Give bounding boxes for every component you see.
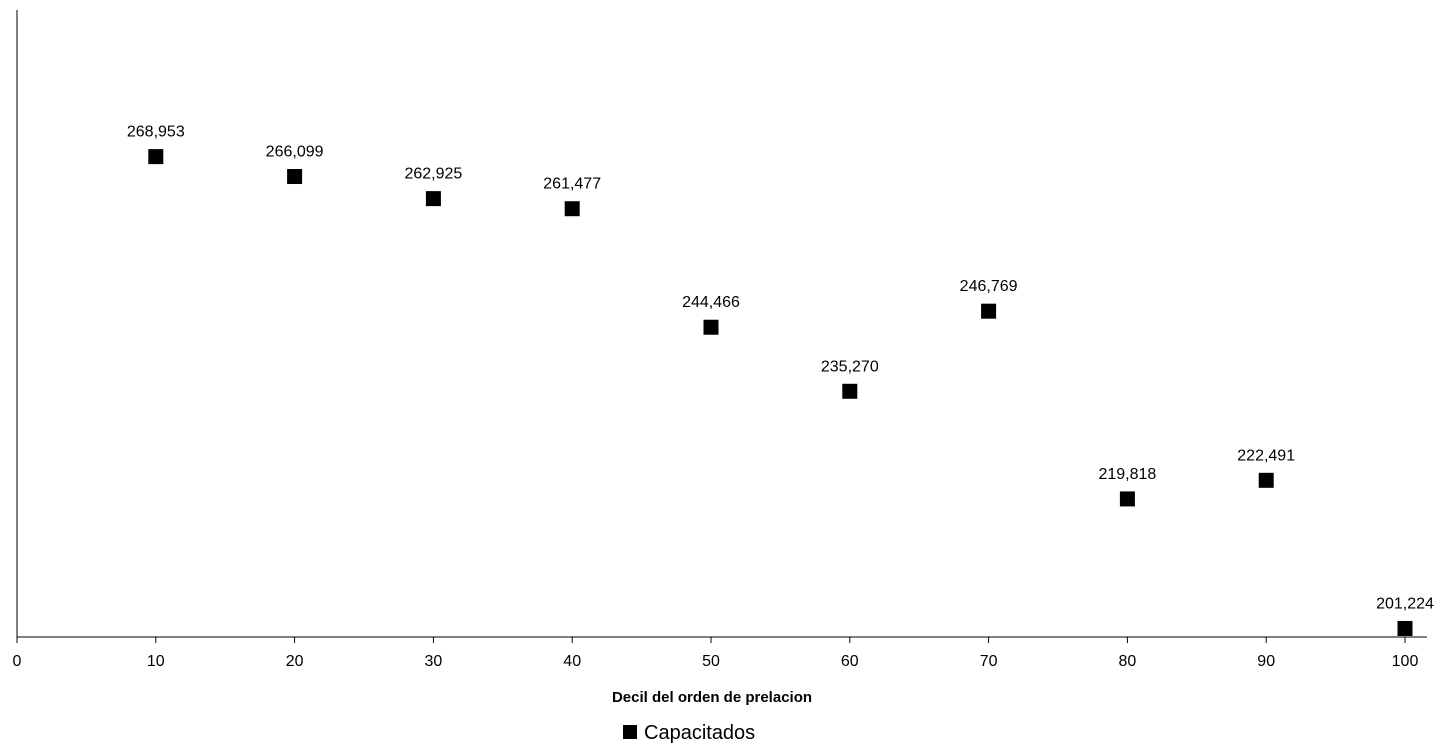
data-label: 268,953 xyxy=(127,124,185,141)
x-axis-title: Decil del orden de prelacion xyxy=(612,689,812,706)
x-tick-label: 10 xyxy=(147,653,165,670)
data-label: 266,099 xyxy=(266,144,324,161)
x-tick-label: 0 xyxy=(13,653,22,670)
data-label: 261,477 xyxy=(543,176,601,193)
x-tick-label: 90 xyxy=(1257,653,1275,670)
x-tick-label: 80 xyxy=(1119,653,1137,670)
data-point xyxy=(842,383,858,399)
x-tick-label: 100 xyxy=(1392,653,1419,670)
data-point xyxy=(148,149,164,165)
data-point xyxy=(287,169,303,185)
data-point xyxy=(1397,620,1413,636)
data-point xyxy=(981,303,997,319)
legend-label-capacitados: Capacitados xyxy=(644,722,755,744)
data-point xyxy=(425,191,441,207)
x-tick-label: 40 xyxy=(563,653,581,670)
data-point xyxy=(1258,472,1274,488)
x-tick-label: 50 xyxy=(702,653,720,670)
data-labels: 268,953 266,099 262,925 261,477 244,466 235,2… xyxy=(127,124,1434,613)
data-points xyxy=(148,149,1413,636)
legend: Capacitados xyxy=(623,722,755,744)
data-label: 201,224 xyxy=(1376,595,1434,612)
data-label: 219,818 xyxy=(1098,466,1156,483)
x-tick-label: 70 xyxy=(980,653,998,670)
data-label: 244,466 xyxy=(682,294,740,311)
data-label: 222,491 xyxy=(1237,447,1295,464)
data-label: 235,270 xyxy=(821,358,879,375)
x-tick-label: 30 xyxy=(425,653,443,670)
x-tick-label: 60 xyxy=(841,653,859,670)
data-label: 246,769 xyxy=(960,278,1018,295)
data-point xyxy=(564,201,580,217)
x-axis-ticks: 0 10 20 30 40 50 60 70 80 90 100 xyxy=(13,637,1419,670)
legend-swatch-capacitados xyxy=(623,725,637,739)
x-tick-label: 20 xyxy=(286,653,304,670)
data-point xyxy=(703,319,719,335)
data-label: 262,925 xyxy=(404,166,462,183)
axes xyxy=(16,10,1427,638)
data-point xyxy=(1119,491,1135,507)
